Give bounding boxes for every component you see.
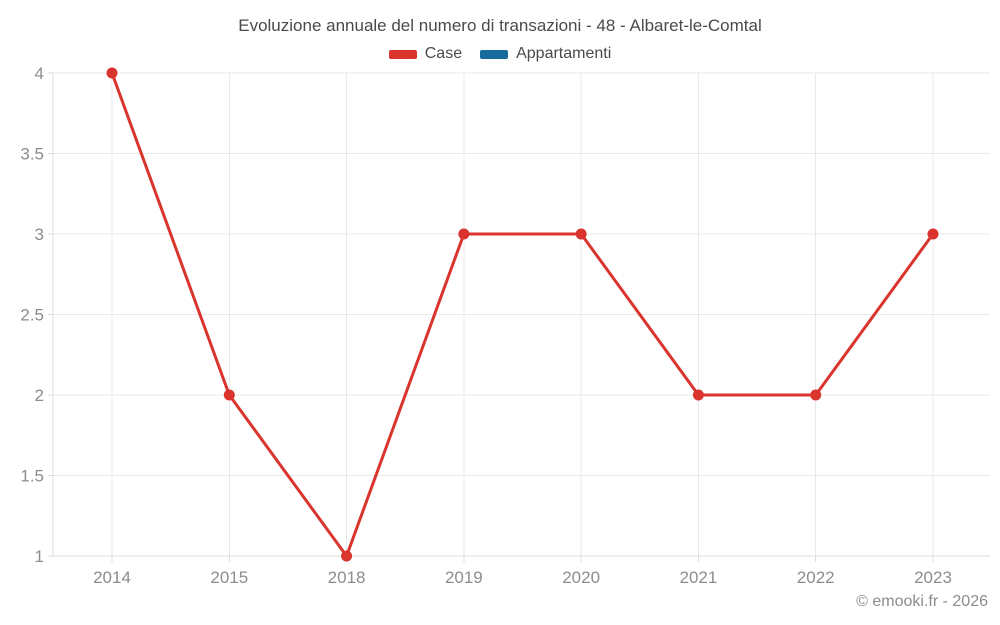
data-point-case-2020[interactable] [575, 228, 587, 240]
x-tick-label: 2022 [797, 568, 835, 587]
y-tick-label: 2.5 [20, 306, 44, 325]
y-gridlines [48, 72, 990, 557]
copyright-credit: © emooki.fr - 2026 [856, 593, 988, 610]
data-point-case-2018[interactable] [341, 550, 353, 562]
x-tick-label: 2021 [680, 568, 718, 587]
y-tick-label: 3 [35, 225, 44, 244]
legend-swatch-appartamenti [480, 49, 509, 59]
data-point-case-2021[interactable] [692, 389, 704, 401]
axis-lines [52, 73, 990, 557]
data-point-case-2019[interactable] [458, 228, 470, 240]
data-point-case-2015[interactable] [223, 389, 235, 401]
y-tick-label: 3.5 [20, 145, 44, 164]
x-tick-labels: 2014 2015 2018 2019 2020 2021 2022 2023 [93, 568, 952, 587]
y-tick-label: 2 [35, 386, 44, 405]
x-tick-label: 2020 [562, 568, 600, 587]
legend-item-appartamenti[interactable]: Appartamenti [480, 45, 611, 63]
data-point-case-2023[interactable] [927, 228, 939, 240]
y-tick-label: 1.5 [20, 467, 44, 486]
x-tick-label: 2014 [93, 568, 131, 587]
x-tick-label: 2023 [914, 568, 952, 587]
y-tick-labels: 1 1.5 2 2.5 3 3.5 4 [20, 64, 44, 566]
legend-item-case[interactable]: Case [388, 45, 463, 63]
chart-legend: Case Appartamenti [0, 45, 1000, 63]
x-tick-label: 2015 [210, 568, 248, 587]
chart-title: Evoluzione annuale del numero di transaz… [238, 16, 762, 35]
x-tick-label: 2019 [445, 568, 483, 587]
y-tick-label: 1 [35, 547, 44, 566]
y-tick-label: 4 [35, 64, 44, 83]
x-gridlines [111, 73, 934, 562]
legend-label: Case [424, 45, 463, 62]
legend-swatch-case [388, 49, 417, 59]
series-case [106, 67, 939, 562]
legend-label: Appartamenti [516, 45, 612, 62]
data-point-case-2014[interactable] [106, 67, 118, 79]
x-tick-label: 2018 [328, 568, 366, 587]
series-line-case [110, 71, 935, 558]
data-point-case-2022[interactable] [810, 389, 822, 401]
